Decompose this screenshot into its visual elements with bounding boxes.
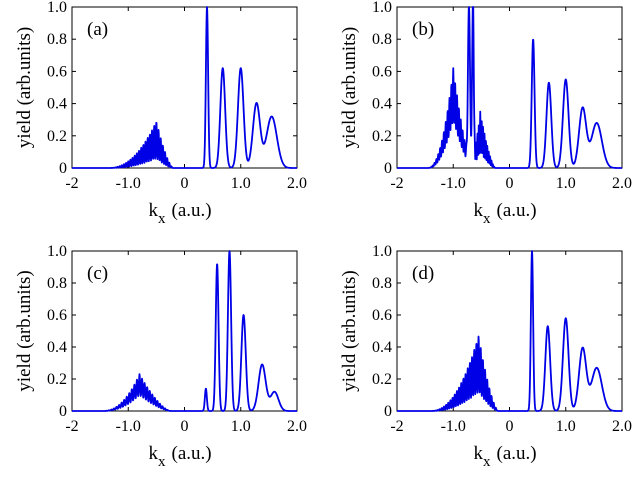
y-tick-label: 0.6 (372, 307, 392, 324)
y-tick-label: 0.4 (372, 96, 392, 113)
y-tick-label: 0.4 (372, 339, 392, 356)
y-tick-label: 1.0 (372, 0, 392, 16)
x-axis-label: kx (a.u.) (149, 200, 212, 227)
y-tick-label: 1.0 (372, 243, 392, 260)
x-axis-label-main: k (474, 443, 484, 464)
y-tick-label: 0.2 (372, 371, 392, 388)
y-tick-label: 0.2 (47, 128, 67, 145)
x-tick-label: 1.0 (231, 418, 251, 435)
x-axis-label: kx (a.u.) (474, 443, 537, 470)
x-axis-label-units: (a.u.) (172, 200, 212, 221)
panel-d: -2 -1.0 0 1.0 2.0 0 0.2 0.4 0.6 0.8 1.0 yield (arb.… (339, 243, 632, 470)
y-tick-label: 1.0 (47, 243, 67, 260)
x-tick-label: 2.0 (287, 175, 307, 192)
x-tick-label: 1.0 (556, 175, 576, 192)
x-axis-label-sub: x (158, 211, 166, 227)
x-tick-label: -2 (65, 175, 78, 192)
x-tick-label: -1.0 (116, 175, 141, 192)
x-tick-label: 2.0 (612, 175, 632, 192)
x-tick-label: -1.0 (116, 418, 141, 435)
y-tick-label: 1.0 (47, 0, 67, 16)
x-axis-label: kx (a.u.) (474, 200, 537, 227)
panel-label: (a) (87, 19, 108, 40)
y-tick-label: 0.8 (47, 275, 67, 292)
y-tick-label: 0.4 (47, 96, 67, 113)
y-tick-label: 0.8 (372, 275, 392, 292)
y-tick-label: 0.6 (47, 63, 67, 80)
x-axis-label: kx (a.u.) (149, 443, 212, 470)
x-tick-label: 2.0 (612, 418, 632, 435)
x-tick-label: -1.0 (441, 418, 466, 435)
x-tick-label: 0 (506, 175, 514, 192)
y-axis-label: yield (arb.units) (339, 270, 360, 391)
y-tick-label: 0.4 (47, 339, 67, 356)
x-tick-label: 0 (506, 418, 514, 435)
y-tick-label: 0.6 (47, 307, 67, 324)
y-tick-label: 0 (384, 160, 392, 177)
x-tick-label: 2.0 (287, 418, 307, 435)
panel-label: (c) (87, 263, 108, 284)
x-axis-label-main: k (149, 200, 159, 221)
y-axis-label: yield (arb.units) (339, 27, 360, 148)
y-axis-label: yield (arb.units) (14, 27, 35, 148)
x-tick-label: 1.0 (556, 418, 576, 435)
x-axis-label-main: k (474, 200, 484, 221)
figure: -2 -1.0 0 1.0 2.0 0 0.2 0.4 0.6 0.8 1.0 yield (arb.… (0, 0, 634, 478)
x-axis-label-sub: x (483, 211, 491, 227)
x-axis-label-main: k (149, 443, 159, 464)
y-tick-label: 0.8 (372, 31, 392, 48)
x-axis-label-units: (a.u.) (172, 443, 212, 464)
x-tick-label: -2 (390, 175, 403, 192)
x-axis-label-units: (a.u.) (497, 443, 537, 464)
y-axis-label: yield (arb.units) (14, 270, 35, 391)
x-tick-label: 0 (181, 418, 189, 435)
x-axis-label-sub: x (158, 454, 166, 470)
x-axis-label-units: (a.u.) (497, 200, 537, 221)
y-tick-label: 0.8 (47, 31, 67, 48)
y-tick-label: 0 (59, 403, 67, 420)
x-tick-label: -2 (390, 418, 403, 435)
y-tick-label: 0.2 (47, 371, 67, 388)
x-tick-label: 0 (181, 175, 189, 192)
panel-b: -2 -1.0 0 1.0 2.0 0 0.2 0.4 0.6 0.8 1.0 yield (arb.… (339, 0, 632, 227)
x-axis-label-sub: x (483, 454, 491, 470)
x-tick-label: 1.0 (231, 175, 251, 192)
x-tick-label: -1.0 (441, 175, 466, 192)
panel-label: (d) (412, 263, 434, 284)
x-tick-label: -2 (65, 418, 78, 435)
panel-label: (b) (412, 19, 434, 40)
y-tick-label: 0 (59, 160, 67, 177)
panel-c: -2 -1.0 0 1.0 2.0 0 0.2 0.4 0.6 0.8 1.0 yield (arb.… (14, 243, 307, 470)
y-tick-label: 0.2 (372, 128, 392, 145)
panel-a: -2 -1.0 0 1.0 2.0 0 0.2 0.4 0.6 0.8 1.0 yield (arb.… (14, 0, 307, 227)
y-tick-label: 0 (384, 403, 392, 420)
y-tick-label: 0.6 (372, 63, 392, 80)
